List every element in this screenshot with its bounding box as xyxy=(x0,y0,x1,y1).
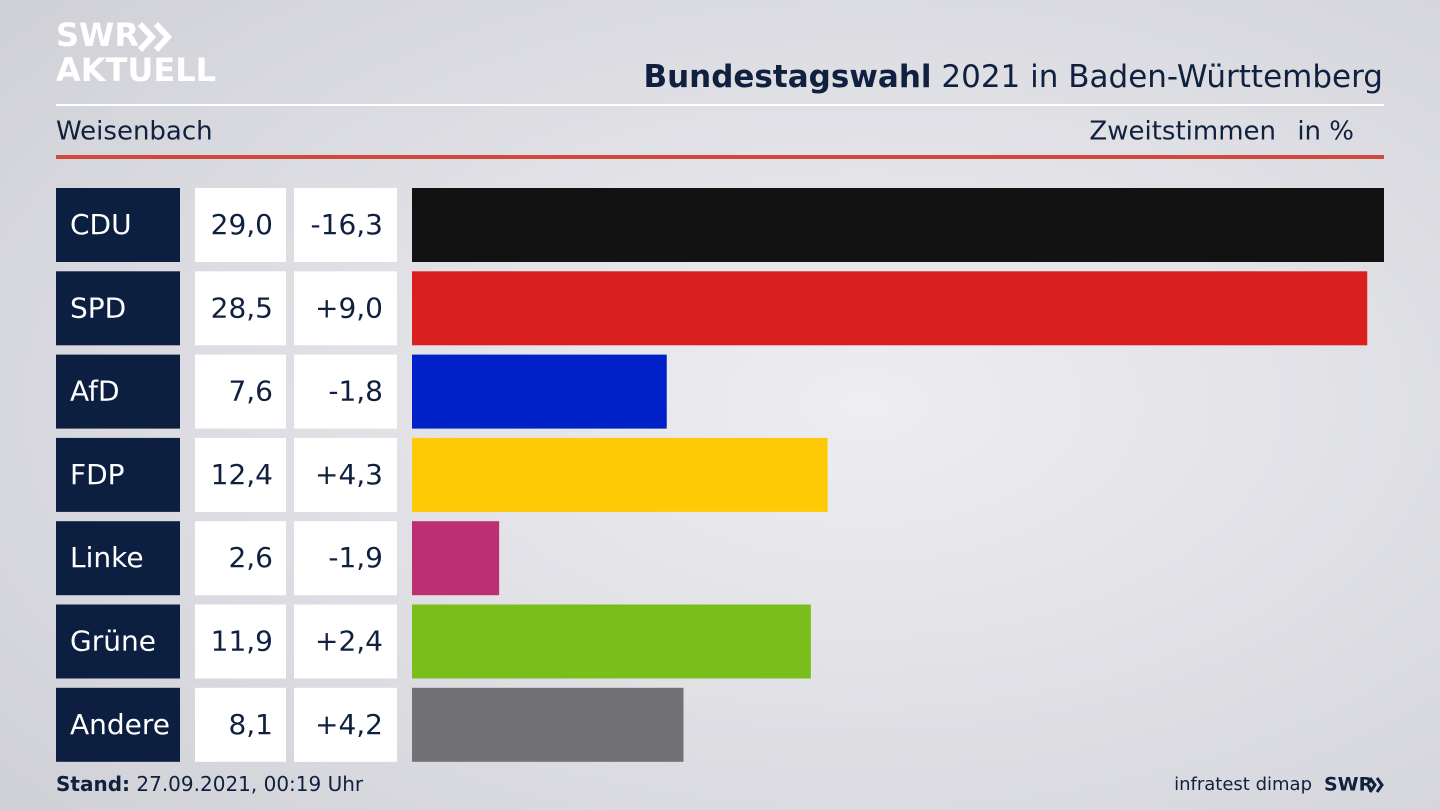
change-box xyxy=(294,687,397,762)
value-box xyxy=(195,188,286,262)
value-box xyxy=(195,604,286,679)
footer-logo: SWR xyxy=(1324,774,1374,796)
value-label: 12,4 xyxy=(211,458,273,491)
source: infratest dimap xyxy=(1174,774,1312,795)
value-label: 8,1 xyxy=(228,708,273,741)
subtitle: Weisenbach xyxy=(56,117,213,147)
bar xyxy=(412,271,1368,346)
party-label: Andere xyxy=(70,708,170,741)
party-label: SPD xyxy=(70,291,126,324)
party-box xyxy=(56,521,180,596)
title-rule xyxy=(56,104,1384,106)
stand-value: 27.09.2021, 00:19 Uhr xyxy=(136,772,364,796)
bar xyxy=(412,437,828,512)
value-label: 2,6 xyxy=(228,541,273,574)
party-label: CDU xyxy=(70,208,132,241)
value-box xyxy=(195,687,286,762)
change-box xyxy=(294,437,397,512)
party-box xyxy=(56,687,180,762)
bar xyxy=(412,354,667,429)
change-label: +4,2 xyxy=(315,708,383,741)
title-bold: Bundestagswahl xyxy=(643,59,931,95)
party-label: FDP xyxy=(70,458,125,491)
party-box xyxy=(56,604,180,679)
brand-chevrons xyxy=(137,21,173,53)
party-label: Linke xyxy=(70,541,144,574)
change-box xyxy=(294,521,397,596)
party-label: AfD xyxy=(70,375,120,408)
value-label: 11,9 xyxy=(211,625,273,658)
change-label: +4,3 xyxy=(315,458,383,491)
stand: Stand: 27.09.2021, 00:19 Uhr xyxy=(56,772,364,796)
party-box xyxy=(56,271,180,346)
value-box xyxy=(195,354,286,429)
measure: Zweitstimmen xyxy=(1089,117,1276,147)
party-label: Grüne xyxy=(70,625,156,658)
unit: in % xyxy=(1297,117,1354,147)
subtitle-rule xyxy=(56,155,1384,159)
change-box xyxy=(294,354,397,429)
value-label: 7,6 xyxy=(228,375,273,408)
value-label: 28,5 xyxy=(211,291,273,324)
brand-swr: SWR xyxy=(56,16,139,54)
change-label: -1,9 xyxy=(328,541,383,574)
bar xyxy=(412,687,684,762)
party-box xyxy=(56,437,180,512)
change-label: +2,4 xyxy=(315,625,383,658)
footer-chevrons xyxy=(1368,777,1384,793)
change-label: +9,0 xyxy=(315,291,383,324)
change-label: -1,8 xyxy=(328,375,383,408)
title-rest: 2021 in Baden-Württemberg xyxy=(941,59,1383,95)
bar xyxy=(412,188,1384,262)
brand-aktuell: AKTUELL xyxy=(56,51,216,89)
chart-title: Bundestagswahl 2021 in Baden-Württemberg xyxy=(643,59,1383,95)
party-box xyxy=(56,354,180,429)
party-box xyxy=(56,188,180,262)
change-box xyxy=(294,604,397,679)
stand-label: Stand: xyxy=(56,772,130,796)
value-box xyxy=(195,437,286,512)
change-box xyxy=(294,188,397,262)
value-box xyxy=(195,271,286,346)
bar xyxy=(412,604,811,679)
change-label: -16,3 xyxy=(311,208,383,241)
value-box xyxy=(195,521,286,596)
value-label: 29,0 xyxy=(211,208,273,241)
bar xyxy=(412,521,500,596)
change-box xyxy=(294,271,397,346)
